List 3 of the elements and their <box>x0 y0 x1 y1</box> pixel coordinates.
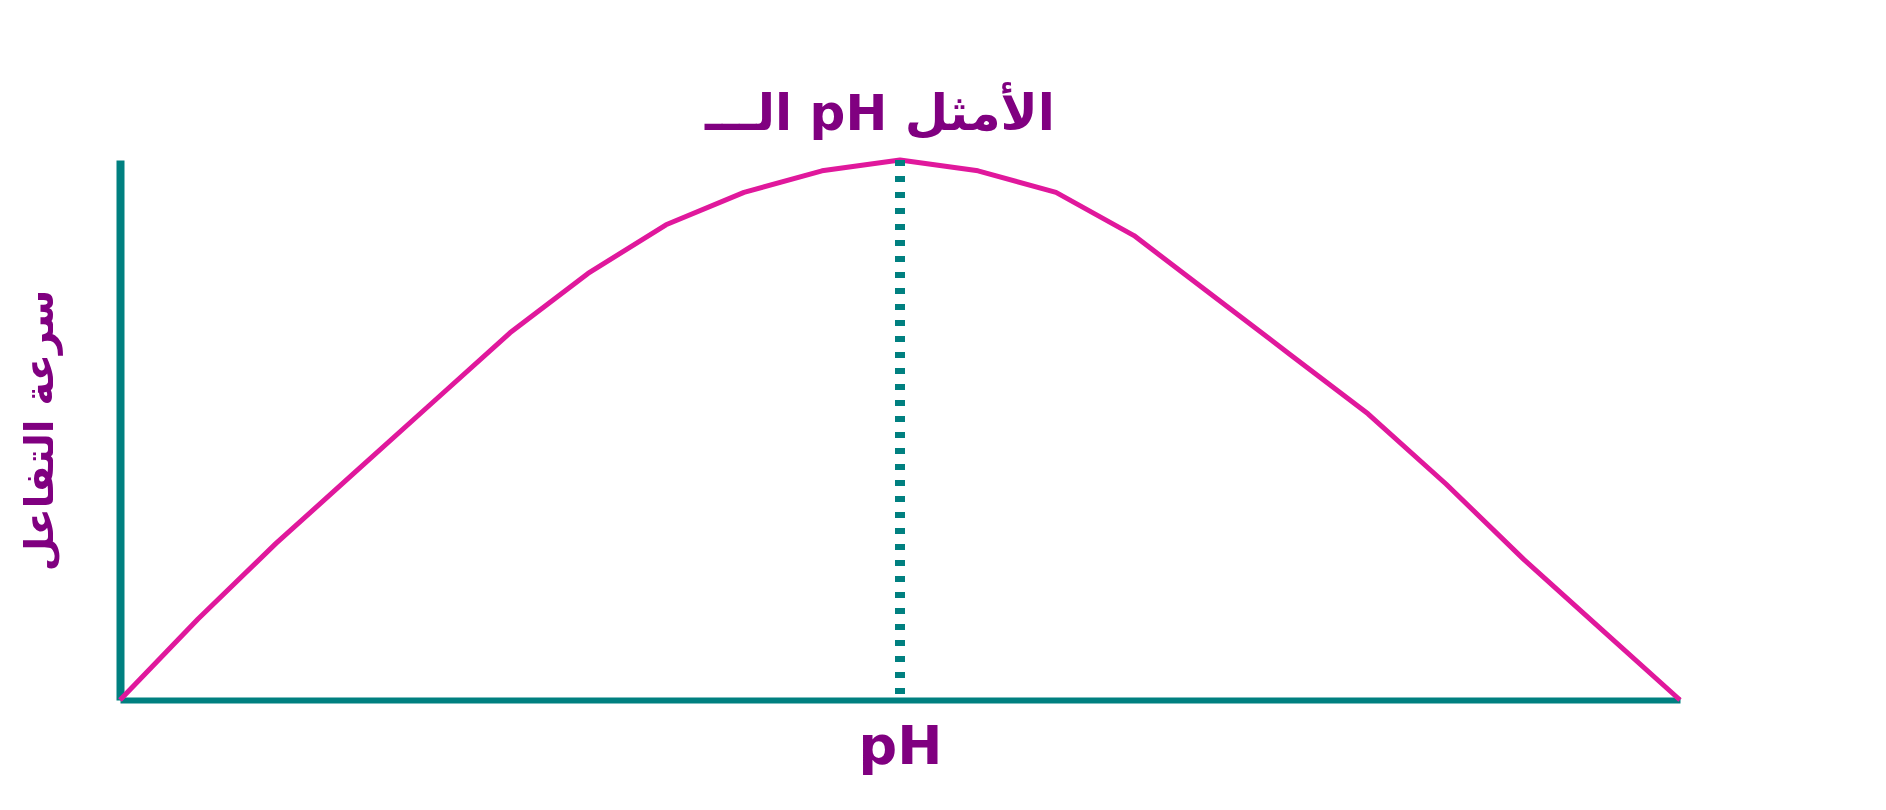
text: الـــ pH الأمثل <box>703 82 1056 142</box>
x-axis-title: pH <box>858 713 943 777</box>
y-axis-title: سرعة التفاعل <box>15 289 63 572</box>
